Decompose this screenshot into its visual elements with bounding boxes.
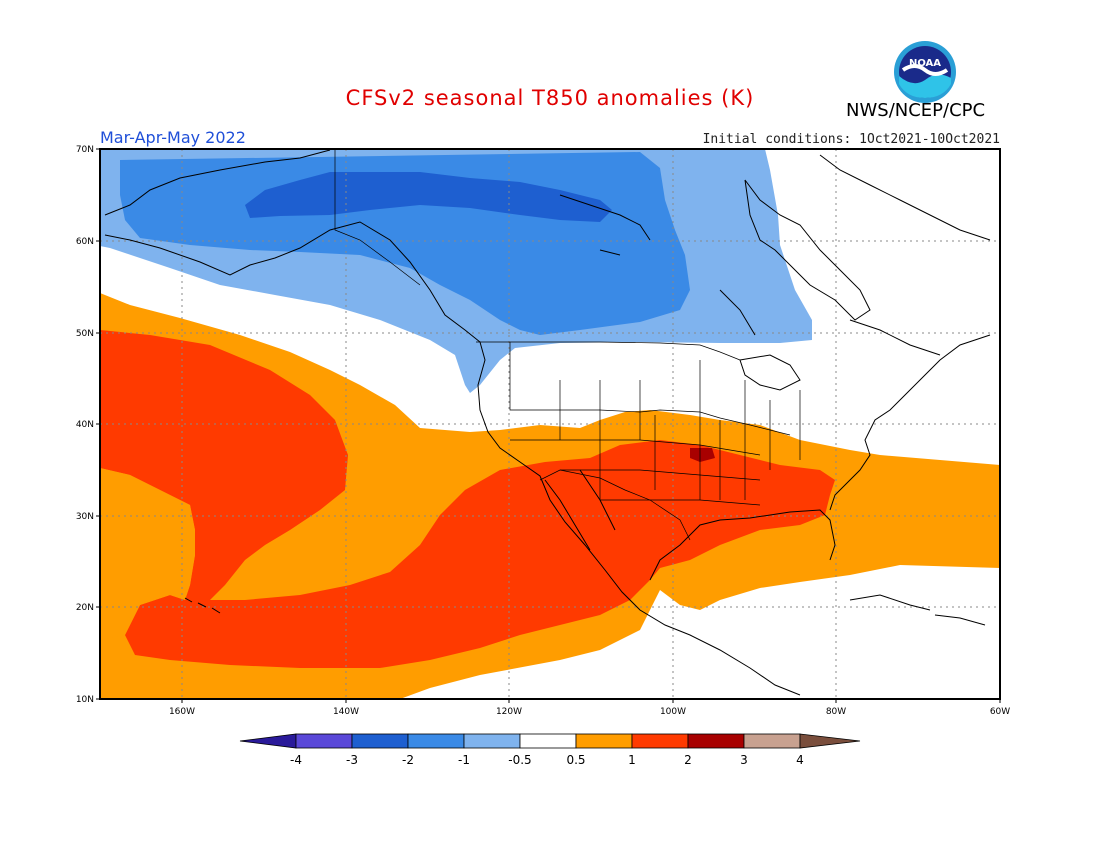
lon-label: 80W bbox=[826, 707, 846, 717]
lat-label: 30N bbox=[76, 512, 94, 522]
colorbar-swatch bbox=[575, 733, 633, 749]
colorbar-swatch bbox=[351, 733, 409, 749]
anomaly-region-dark-red bbox=[690, 448, 715, 462]
map-ticks bbox=[96, 148, 1001, 703]
colorbar-label: -4 bbox=[290, 753, 302, 767]
lat-label: 50N bbox=[76, 329, 94, 339]
initial-conditions-label: Initial conditions: 1Oct2021-10Oct2021 bbox=[702, 132, 1000, 147]
latitude-labels: 70N 60N 50N 40N 30N 20N 10N bbox=[76, 145, 94, 705]
anomaly-region-orange-inner bbox=[100, 468, 195, 640]
lon-label: 120W bbox=[496, 707, 522, 717]
coastlines bbox=[104, 149, 991, 696]
longitude-labels: 160W 140W 120W 100W 80W 60W bbox=[169, 707, 1010, 717]
colorbar-label: 0.5 bbox=[566, 753, 585, 767]
lon-label: 140W bbox=[333, 707, 359, 717]
map-title: CFSv2 seasonal T850 anomalies (K) bbox=[345, 86, 755, 110]
colorbar-label: 3 bbox=[740, 753, 748, 767]
colorbar-swatch bbox=[743, 733, 801, 749]
anomaly-region-dark-blue bbox=[245, 172, 612, 222]
lat-label: 70N bbox=[76, 145, 94, 155]
colorbar-swatches bbox=[239, 733, 861, 749]
colorbar-swatch bbox=[631, 733, 689, 749]
noaa-logo-icon: NOAA bbox=[894, 41, 956, 103]
colorbar-label: -2 bbox=[402, 753, 414, 767]
graticule bbox=[100, 149, 1000, 699]
lat-label: 40N bbox=[76, 420, 94, 430]
anomaly-region-red bbox=[100, 330, 835, 668]
logo-text: NOAA bbox=[909, 58, 941, 69]
colorbar-swatch bbox=[519, 733, 577, 749]
colorbar-label: 2 bbox=[684, 753, 692, 767]
lon-label: 60W bbox=[990, 707, 1010, 717]
colorbar-labels: -4 -3 -2 -1 -0.5 0.5 1 2 3 4 bbox=[290, 753, 804, 767]
colorbar-swatch bbox=[407, 733, 465, 749]
colorbar-label: -3 bbox=[346, 753, 358, 767]
lat-label: 60N bbox=[76, 237, 94, 247]
colorbar-swatch bbox=[687, 733, 745, 749]
colorbar-swatch bbox=[463, 733, 521, 749]
lat-label: 10N bbox=[76, 695, 94, 705]
colorbar-label: 4 bbox=[796, 753, 804, 767]
colorbar-swatch bbox=[239, 733, 297, 749]
colorbar-label: -0.5 bbox=[508, 753, 531, 767]
season-label: Mar-Apr-May 2022 bbox=[100, 128, 246, 147]
lon-label: 160W bbox=[169, 707, 195, 717]
colorbar-swatch bbox=[799, 733, 861, 749]
colorbar-label: -1 bbox=[458, 753, 470, 767]
lon-label: 100W bbox=[660, 707, 686, 717]
credit-label: NWS/NCEP/CPC bbox=[846, 100, 986, 121]
colorbar-swatch bbox=[295, 733, 353, 749]
lat-label: 20N bbox=[76, 603, 94, 613]
colorbar-label: 1 bbox=[628, 753, 636, 767]
political-borders bbox=[334, 150, 801, 541]
